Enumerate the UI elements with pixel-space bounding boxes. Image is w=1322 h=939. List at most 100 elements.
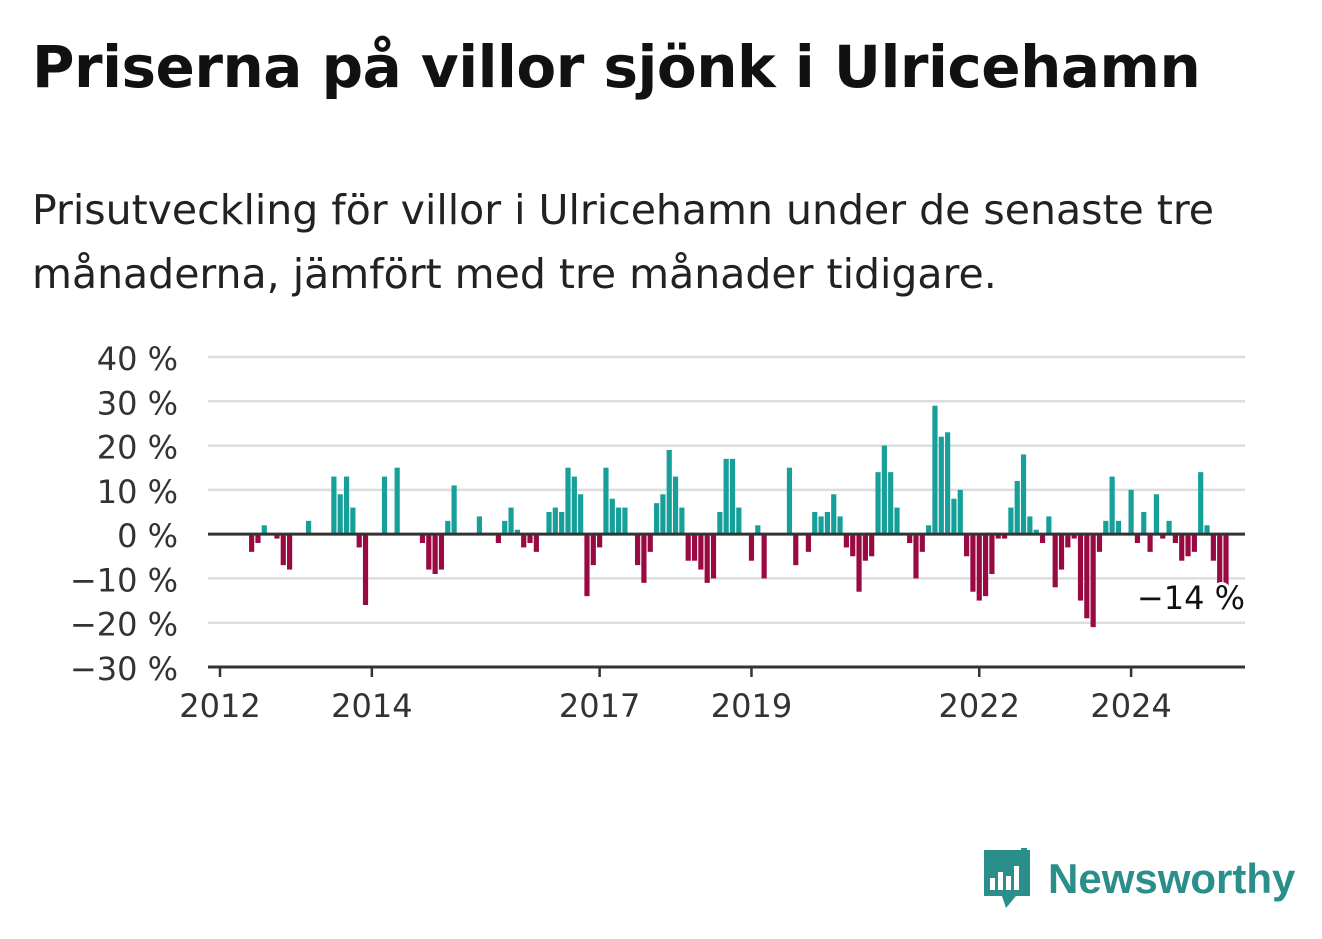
- bar: [419, 534, 426, 543]
- bar: [261, 525, 267, 535]
- bar: [945, 432, 951, 535]
- bar: [1103, 520, 1109, 535]
- bar: [888, 472, 894, 535]
- gridlines: [208, 355, 1245, 624]
- bar: [729, 458, 736, 535]
- bar: [710, 534, 717, 579]
- bar: [1160, 534, 1166, 539]
- bar: [850, 534, 856, 557]
- bar: [1096, 534, 1103, 552]
- bar: [508, 507, 514, 535]
- bar: [964, 534, 970, 557]
- bar: [1046, 516, 1052, 535]
- y-tick-label: −10 %: [70, 561, 178, 599]
- bar: [521, 534, 527, 548]
- y-tick-label: 30 %: [97, 384, 178, 422]
- bar: [1223, 534, 1229, 597]
- bar: [249, 534, 255, 552]
- y-tick-label: 0 %: [117, 517, 178, 555]
- y-tick-label: 20 %: [97, 429, 178, 467]
- bar: [362, 534, 369, 605]
- bar: [818, 516, 824, 535]
- bar: [495, 534, 501, 543]
- bar: [1128, 489, 1134, 535]
- bar: [875, 472, 881, 535]
- bar: [476, 516, 483, 535]
- chart-title: Priserna på villor sjönk i Ulricehamn: [32, 33, 1201, 101]
- bar: [1147, 534, 1153, 552]
- bar: [793, 534, 799, 566]
- brand-logo: Newsworthy: [980, 846, 1295, 912]
- bar: [590, 534, 596, 566]
- bar: [1191, 534, 1197, 552]
- bar: [672, 476, 679, 535]
- bar: [869, 534, 875, 557]
- bar: [1217, 534, 1223, 597]
- brand-name: Newsworthy: [1048, 855, 1296, 902]
- x-tick-label: 2022: [939, 687, 1020, 725]
- bar: [280, 534, 286, 566]
- bar: [552, 507, 558, 535]
- bar: [1058, 534, 1065, 570]
- bar: [824, 512, 831, 535]
- bar: [1090, 534, 1096, 628]
- bar: [546, 512, 552, 535]
- bar: [502, 520, 508, 535]
- bar: [394, 467, 400, 535]
- y-tick-label: 10 %: [97, 473, 178, 511]
- bar: [1179, 534, 1185, 561]
- bar: [381, 476, 388, 535]
- bar: [1166, 520, 1172, 535]
- bar: [755, 525, 761, 535]
- bar: [533, 534, 539, 552]
- bar: [343, 476, 350, 535]
- bar: [641, 534, 647, 583]
- axis-labels: 40 % 30 % 20 % 10 % 0 % −10 % −20 % −30 %2012 20…: [70, 340, 1248, 725]
- bar: [856, 534, 862, 592]
- bar: [305, 520, 312, 535]
- x-tick-label: 2017: [559, 687, 640, 725]
- bar: [647, 534, 653, 552]
- bar: [622, 507, 628, 535]
- y-tick-label: −20 %: [70, 606, 178, 644]
- bar: [989, 534, 995, 574]
- bar: [1077, 534, 1084, 601]
- bar: [426, 534, 432, 570]
- bar: [786, 467, 793, 535]
- bar: [926, 525, 932, 535]
- bar: [634, 534, 641, 566]
- bar: [603, 467, 609, 535]
- bar: [761, 534, 767, 579]
- bars: [249, 405, 1229, 628]
- bar: [938, 436, 944, 535]
- bar: [609, 498, 615, 535]
- bar: [1134, 534, 1141, 543]
- bar: [331, 476, 337, 535]
- bar: [1065, 534, 1071, 548]
- bar: [559, 512, 565, 535]
- bar: [1008, 507, 1014, 535]
- bar: [837, 516, 843, 535]
- bar: [1084, 534, 1090, 619]
- newsworthy-logo-icon: [984, 848, 1030, 908]
- bar: [881, 445, 887, 535]
- x-tick-label: 2012: [179, 687, 260, 725]
- bar-chart: 40 % 30 % 20 % 10 % 0 % −10 % −20 % −30 %2012 20…: [70, 340, 1248, 725]
- bar: [704, 534, 710, 583]
- bar: [1210, 534, 1216, 561]
- bar: [982, 534, 989, 597]
- bar: [337, 494, 343, 535]
- bar: [691, 534, 698, 561]
- x-tick-label: 2014: [331, 687, 412, 725]
- bar: [736, 507, 742, 535]
- bar: [255, 534, 261, 543]
- bar: [843, 534, 849, 548]
- bar: [438, 534, 445, 570]
- last-value-label: −14 %: [1137, 579, 1245, 617]
- bar: [1198, 472, 1204, 535]
- bar: [894, 507, 900, 535]
- bar: [514, 529, 520, 535]
- bar: [451, 485, 457, 535]
- x-tick-label: 2019: [711, 687, 792, 725]
- bar: [1109, 476, 1115, 535]
